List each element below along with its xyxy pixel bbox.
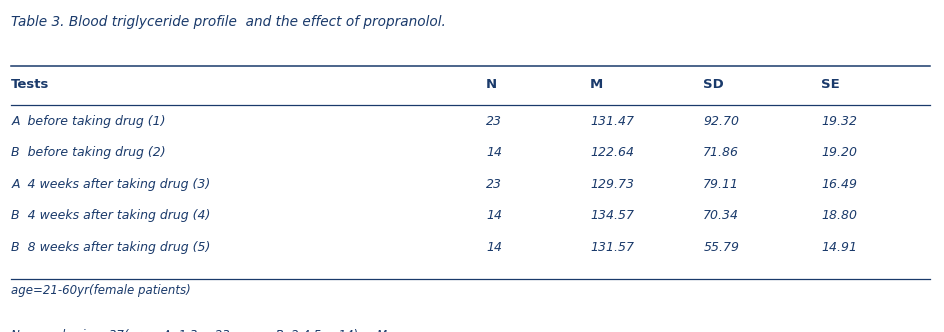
Text: 14: 14 bbox=[486, 146, 502, 159]
Text: A  4 weeks after taking drug (3): A 4 weeks after taking drug (3) bbox=[11, 178, 211, 191]
Text: 129.73: 129.73 bbox=[590, 178, 634, 191]
Text: 131.47: 131.47 bbox=[590, 115, 634, 128]
Text: 122.64: 122.64 bbox=[590, 146, 634, 159]
Text: 19.20: 19.20 bbox=[821, 146, 857, 159]
Text: 16.49: 16.49 bbox=[821, 178, 857, 191]
Text: 55.79: 55.79 bbox=[703, 241, 739, 254]
Text: age=21-60yr(female patients): age=21-60yr(female patients) bbox=[11, 284, 191, 297]
Text: N=sample size=37(groupA  1,3n=23   groupB  2,4,5n=14)     M=mean: N=sample size=37(groupA 1,3n=23 groupB 2… bbox=[11, 329, 430, 332]
Text: 14: 14 bbox=[486, 241, 502, 254]
Text: Table 3. Blood triglyceride profile  and the effect of propranolol.: Table 3. Blood triglyceride profile and … bbox=[11, 15, 447, 29]
Text: M: M bbox=[590, 78, 603, 91]
Text: B  before taking drug (2): B before taking drug (2) bbox=[11, 146, 166, 159]
Text: SD: SD bbox=[703, 78, 724, 91]
Text: B  4 weeks after taking drug (4): B 4 weeks after taking drug (4) bbox=[11, 209, 211, 222]
Text: 23: 23 bbox=[486, 115, 502, 128]
Text: A  before taking drug (1): A before taking drug (1) bbox=[11, 115, 166, 128]
Text: B  8 weeks after taking drug (5): B 8 weeks after taking drug (5) bbox=[11, 241, 211, 254]
Text: 19.32: 19.32 bbox=[821, 115, 857, 128]
Text: 23: 23 bbox=[486, 178, 502, 191]
Text: 14.91: 14.91 bbox=[821, 241, 857, 254]
Text: 131.57: 131.57 bbox=[590, 241, 634, 254]
Text: 14: 14 bbox=[486, 209, 502, 222]
Text: SE: SE bbox=[821, 78, 840, 91]
Text: 70.34: 70.34 bbox=[703, 209, 739, 222]
Text: Tests: Tests bbox=[11, 78, 50, 91]
Text: 79.11: 79.11 bbox=[703, 178, 739, 191]
Text: 134.57: 134.57 bbox=[590, 209, 634, 222]
Text: 92.70: 92.70 bbox=[703, 115, 739, 128]
Text: N: N bbox=[486, 78, 497, 91]
Text: 71.86: 71.86 bbox=[703, 146, 739, 159]
Text: 18.80: 18.80 bbox=[821, 209, 857, 222]
